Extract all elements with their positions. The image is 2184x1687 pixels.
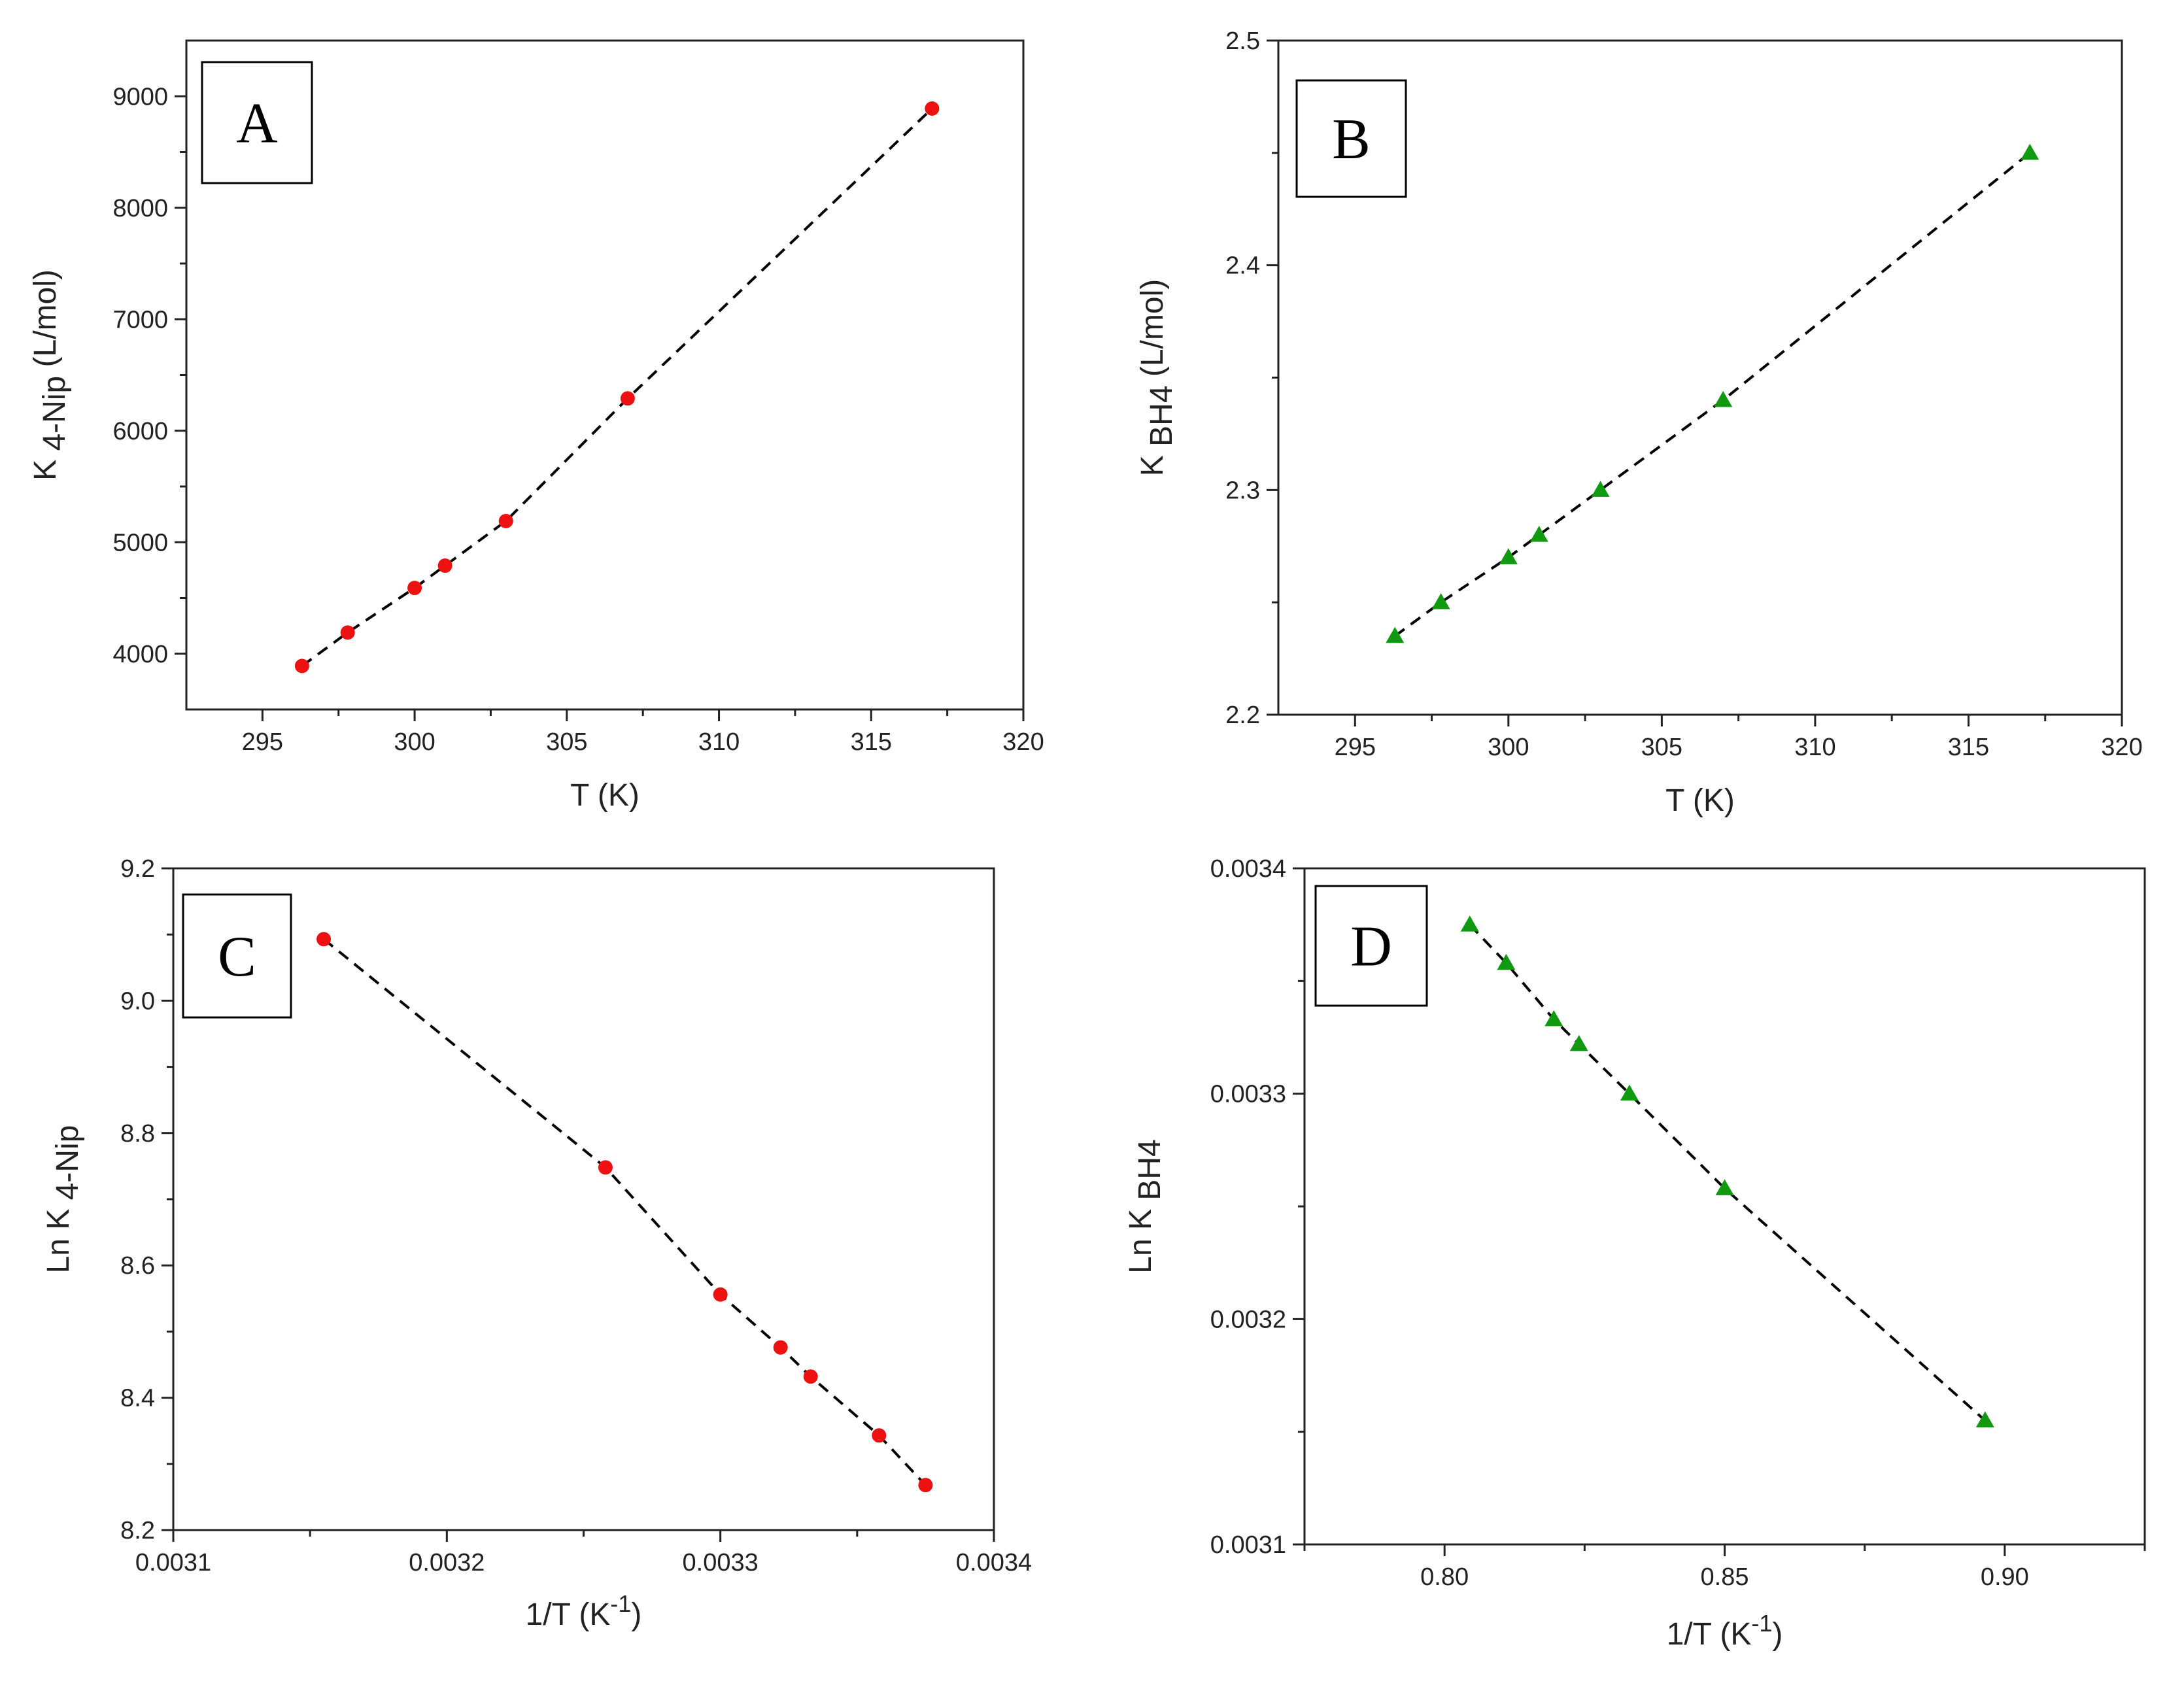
panel-d-plot-frame <box>1303 867 2146 1546</box>
panel-d-data-point <box>1975 1411 1994 1427</box>
panel-a-data-point <box>925 101 940 116</box>
panel-b-data-point <box>2021 143 2039 160</box>
panel-b-y-tick-label: 2.3 <box>1225 477 1260 504</box>
panel-d-data-point <box>1715 1179 1734 1195</box>
panel-a-label-box <box>201 61 313 184</box>
panel-c-data-point <box>918 1478 933 1493</box>
panel-b-x-tick-label: 295 <box>1335 734 1376 761</box>
panel-d-y-tick-label: 0.0031 <box>1210 1531 1286 1559</box>
panel-d-data-point <box>1620 1084 1639 1101</box>
panel-b-data-point <box>1431 593 1450 609</box>
panel-c-data-point <box>316 932 332 947</box>
panel-c-x-tick-label: 0.0031 <box>135 1549 211 1576</box>
panel-b-chart: 295 300 305 310 315 320 2.2 2.3 2.4 2.5 T (K) K BH4… <box>1135 27 2143 818</box>
panel-a-x-axis-title: T (K) <box>570 778 640 813</box>
panel-b-label: B <box>1332 108 1371 171</box>
panel-c-label: C <box>218 925 256 989</box>
panel-d-label-box <box>1314 885 1428 1007</box>
panel-d-data-point <box>1460 915 1479 932</box>
panel-a-data-point <box>498 513 513 528</box>
panel-a-x-tick-label: 315 <box>851 728 892 756</box>
panel-c-data-point <box>803 1369 818 1384</box>
panel-a-y-tick-label: 9000 <box>112 83 168 111</box>
panel-a-data-point <box>407 581 422 596</box>
panel-a-x-tick-label: 320 <box>1002 728 1044 756</box>
panel-c-x-axis-title: 1/T (K-1) <box>526 1590 642 1632</box>
panel-c-data-point <box>598 1160 613 1175</box>
panel-a-data-point <box>294 658 309 673</box>
panel-a-label: A <box>236 92 278 156</box>
panel-a-data-point <box>620 391 635 406</box>
panel-a-x-tick-label: 310 <box>698 728 740 756</box>
panel-a-chart: 295 300 305 310 315 320 4000 5000 6000 7000 8000 90… <box>28 39 1044 813</box>
panel-a-y-tick-label: 8000 <box>112 195 168 222</box>
panel-d-label: D <box>1350 915 1392 979</box>
panel-a-y-axis-title: K 4-Nip (L/mol) <box>28 269 72 481</box>
panel-b-data-point <box>1714 390 1733 407</box>
panel-c-y-tick-label: 9.0 <box>120 987 155 1015</box>
panel-b-y-tick-label: 2.4 <box>1225 252 1260 280</box>
panel-a-y-tick-label: 7000 <box>112 306 168 333</box>
panel-b-y-tick-label: 2.2 <box>1225 702 1260 729</box>
panel-c-y-tick-label: 8.6 <box>120 1252 155 1280</box>
panel-c-chart: 0.0031 0.0032 0.0033 0.0034 8.2 8.4 8.6 8.8 9.0 9… <box>41 855 1032 1632</box>
panel-a-y-tick-label: 5000 <box>112 529 168 556</box>
panel-d-x-axis-title: 1/T (K-1) <box>1667 1610 1783 1652</box>
panel-c-y-axis-title: Ln K 4-Nip <box>41 1125 85 1274</box>
panel-d-data-point <box>1497 953 1516 970</box>
panel-c-data-point <box>773 1340 788 1355</box>
panel-b-y-axis-title: K BH4 (L/mol) <box>1135 279 1179 476</box>
panel-c-fit-line <box>322 938 927 1486</box>
panel-b-x-tick-label: 320 <box>2101 734 2142 761</box>
panel-b-x-tick-label: 305 <box>1641 734 1682 761</box>
panel-c-plot-frame <box>172 867 995 1531</box>
panel-c-data-point <box>872 1428 887 1443</box>
panel-a-data-point <box>437 558 452 573</box>
panel-d-x-tick-label: 0.85 <box>1701 1563 1749 1591</box>
panel-d-y-axis-title: Ln K BH4 <box>1123 1139 1167 1273</box>
panel-a-x-tick-label: 300 <box>394 728 435 756</box>
panel-b-data-point <box>1386 626 1405 643</box>
panel-a-y-tick-label: 4000 <box>112 641 168 668</box>
panel-c-x-tick-label: 0.0034 <box>956 1549 1032 1576</box>
panel-b-y-tick-label: 2.5 <box>1225 27 1260 55</box>
panel-c-y-tick-label: 9.2 <box>120 855 155 883</box>
panel-d-y-tick-label: 0.0032 <box>1210 1306 1286 1333</box>
panel-b-data-point <box>1499 548 1518 564</box>
panel-c-x-tick-label: 0.0033 <box>683 1549 759 1576</box>
panel-b-data-point <box>1529 526 1548 542</box>
panel-d-x-tick-label: 0.80 <box>1420 1563 1469 1591</box>
panel-d-data-point <box>1569 1034 1588 1051</box>
panel-c-label-box <box>182 893 292 1019</box>
panel-b-label-box <box>1295 79 1407 198</box>
panel-d-y-tick-label: 0.0033 <box>1210 1081 1286 1108</box>
panel-b-fit-line <box>1394 152 2031 638</box>
panel-a-x-tick-label: 295 <box>242 728 283 756</box>
panel-c-y-tick-label: 8.4 <box>120 1385 155 1412</box>
panel-c-x-tick-label: 0.0032 <box>409 1549 485 1576</box>
panel-a-data-point <box>340 625 355 640</box>
panel-a-fit-line <box>301 107 933 668</box>
panel-d-data-point <box>1544 1010 1563 1027</box>
panel-b-x-tick-label: 300 <box>1488 734 1529 761</box>
panel-c-data-point <box>713 1287 728 1302</box>
panel-b-x-tick-label: 310 <box>1794 734 1835 761</box>
panel-b-x-tick-label: 315 <box>1948 734 1989 761</box>
panel-c-y-tick-label: 8.2 <box>120 1517 155 1544</box>
panel-c-y-tick-label: 8.8 <box>120 1120 155 1148</box>
panel-a-y-tick-label: 6000 <box>112 418 168 445</box>
panel-b-x-axis-title: T (K) <box>1665 783 1735 818</box>
panel-d-y-tick-label: 0.0034 <box>1210 855 1286 883</box>
panel-d-x-tick-label: 0.90 <box>1981 1563 2029 1591</box>
panel-b-data-point <box>1591 481 1610 497</box>
panel-a-x-tick-label: 305 <box>546 728 587 756</box>
panel-d-chart: 0.80 0.85 0.90 0.0031 0.0032 0.0033 0.0034 1/T … <box>1123 855 2146 1652</box>
panel-d-fit-line <box>1469 923 1987 1422</box>
